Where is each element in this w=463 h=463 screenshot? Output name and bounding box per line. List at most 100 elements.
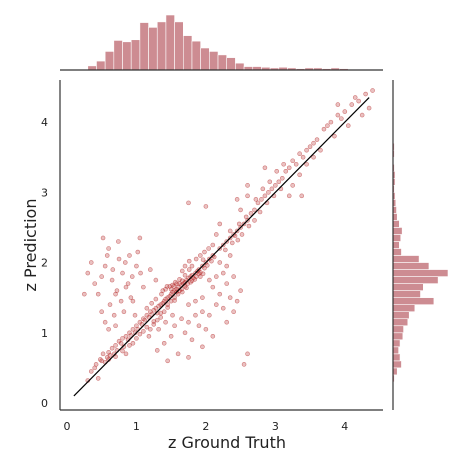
identity-reference-line — [73, 97, 370, 397]
scatter-point — [104, 253, 110, 258]
scatter-point — [95, 291, 101, 297]
scatter-point — [210, 242, 216, 248]
scatter-point — [111, 312, 117, 318]
x-hist-bar — [122, 41, 132, 71]
scatter-point — [299, 193, 305, 199]
scatter-point — [210, 333, 216, 339]
scatter-point — [281, 161, 286, 167]
y-tick-label: 1 — [41, 327, 48, 340]
scatter-point — [137, 235, 143, 241]
scatter-point — [300, 154, 306, 160]
scatter-point — [204, 263, 210, 268]
scatter-point — [217, 291, 223, 297]
scatter-point — [182, 272, 188, 278]
scatter-point — [234, 197, 240, 202]
y-tick-label: 4 — [41, 116, 48, 129]
scatter-point — [123, 333, 129, 339]
scatter-point — [121, 309, 127, 315]
scatter-point — [257, 209, 263, 215]
scatter-point — [186, 355, 191, 360]
scatter-point — [356, 98, 361, 104]
y-axis-title: z Prediction — [21, 199, 40, 292]
scatter-point — [243, 214, 249, 220]
scatter-point — [110, 267, 116, 272]
scatter-point — [130, 298, 136, 304]
scatter-point — [297, 172, 302, 178]
scatter-point — [120, 270, 125, 276]
scatter-point — [109, 345, 115, 351]
scatter-point — [217, 221, 223, 227]
scatter-point — [153, 296, 159, 302]
scatter-points — [82, 88, 375, 383]
x-marginal-histogram — [87, 14, 375, 71]
y-hist-bar — [392, 367, 398, 376]
scatter-point — [168, 298, 174, 304]
scatter-point — [370, 88, 375, 93]
scatter-point — [148, 326, 153, 332]
scatter-point — [144, 305, 150, 311]
scatter-point — [193, 256, 199, 262]
y-hist-bar — [392, 332, 404, 341]
scatter-point — [193, 274, 199, 279]
scatter-point — [307, 144, 313, 150]
scatter-point — [182, 330, 188, 336]
scatter-point — [127, 343, 132, 348]
scatter-point — [137, 331, 143, 337]
scatter-point — [203, 204, 209, 209]
scatter-point — [186, 258, 192, 264]
scatter-point — [297, 151, 302, 157]
scatter-point — [196, 271, 202, 277]
y-hist-bar — [392, 276, 439, 284]
scatter-point — [153, 277, 159, 283]
scatter-point — [135, 249, 141, 255]
scatter-point — [113, 343, 118, 348]
y-hist-bar — [392, 346, 399, 355]
scatter-point — [127, 253, 132, 258]
scatter-point — [118, 340, 124, 346]
scatter-point — [116, 256, 122, 262]
x-hist-bar — [226, 57, 236, 71]
scatter-point — [125, 281, 131, 286]
scatter-point — [120, 348, 125, 354]
scatter-point — [172, 323, 177, 329]
scatter-point — [210, 284, 216, 290]
scatter-point — [283, 168, 289, 174]
x-hist-bar — [130, 39, 141, 71]
x-tick-label: 1 — [133, 420, 140, 433]
scatter-point — [325, 123, 330, 128]
scatter-point — [193, 312, 198, 318]
scatter-point — [109, 277, 115, 283]
scatter-point — [335, 112, 341, 118]
x-tick-label: 0 — [63, 420, 70, 433]
scatter-point — [252, 207, 257, 213]
scatter-point — [290, 183, 295, 188]
x-tick-label: 3 — [272, 420, 279, 433]
y-hist-bar — [392, 241, 400, 249]
scatter-point — [146, 333, 152, 339]
scatter-point — [189, 278, 195, 284]
scatter-point — [132, 312, 138, 318]
scatter-point — [179, 268, 185, 274]
scatter-point — [161, 340, 167, 346]
y-hist-bar — [392, 227, 403, 235]
scatter-point — [238, 288, 243, 293]
scatter-point — [236, 221, 242, 227]
scatter-point — [245, 183, 250, 188]
scatter-point — [149, 300, 154, 306]
scatter-point — [102, 319, 108, 325]
scatter-point — [160, 288, 166, 293]
scatter-point — [248, 211, 254, 216]
scatter-point — [260, 186, 266, 192]
y-hist-bar — [392, 318, 409, 327]
scatter-point — [158, 310, 164, 316]
scatter-point — [245, 351, 250, 357]
scatter-point — [245, 193, 250, 199]
scatter-point — [99, 309, 104, 315]
x-hist-bar — [104, 51, 115, 71]
y-hist-bar — [392, 353, 401, 362]
y-hist-bar — [392, 234, 402, 242]
x-hist-bar — [87, 65, 97, 71]
scatter-point — [134, 336, 139, 341]
scatter-point — [207, 277, 212, 283]
scatter-point — [196, 323, 202, 329]
